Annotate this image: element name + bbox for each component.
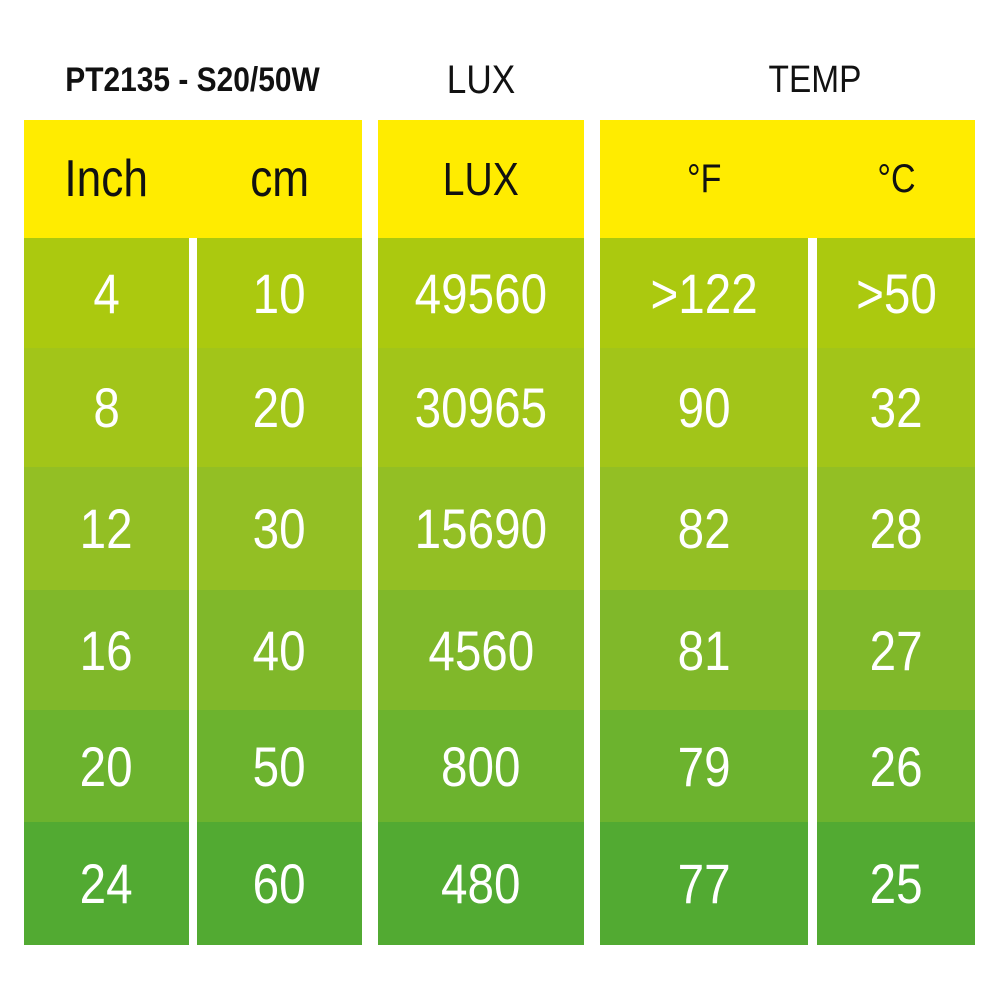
cell-lux: 4560 [378,590,584,710]
cell-inch: 20 [24,710,189,822]
cell-c: 28 [817,467,975,590]
cell-inch: 24 [24,822,189,945]
header-fahrenheit: °F [686,157,722,201]
header-cm: cm [250,150,309,208]
cell-cm: 50 [197,710,362,822]
header-lux-unit: LUX [442,153,520,205]
cell-c: 32 [817,348,975,467]
cell-f: 81 [600,590,808,710]
cell-cm: 60 [197,822,362,945]
cell-cm: 10 [197,238,362,348]
cell-lux: 15690 [378,467,584,590]
cell-cm: 40 [197,590,362,710]
cell-lux: 800 [378,710,584,822]
cell-f: 77 [600,822,808,945]
lux-title: LUX [446,58,516,102]
cell-c: >50 [817,238,975,348]
cell-inch: 8 [24,348,189,467]
cell-cm: 20 [197,348,362,467]
header-inch: Inch [64,150,149,208]
temp-title: TEMP [768,59,862,101]
cell-f: >122 [600,238,808,348]
cell-f: 82 [600,467,808,590]
cell-f: 90 [600,348,808,467]
cell-c: 25 [817,822,975,945]
cell-c: 26 [817,710,975,822]
header-lux [378,120,584,238]
cell-lux: 49560 [378,238,584,348]
header-temp [600,120,975,238]
model-title: PT2135 - S20/50W [65,61,320,99]
cell-c: 27 [817,590,975,710]
cell-lux: 480 [378,822,584,945]
cell-lux: 30965 [378,348,584,467]
cell-inch: 16 [24,590,189,710]
cell-inch: 12 [24,467,189,590]
header-celsius: °C [876,157,916,201]
cell-cm: 30 [197,467,362,590]
cell-f: 79 [600,710,808,822]
cell-inch: 4 [24,238,189,348]
header-distance [24,120,362,238]
